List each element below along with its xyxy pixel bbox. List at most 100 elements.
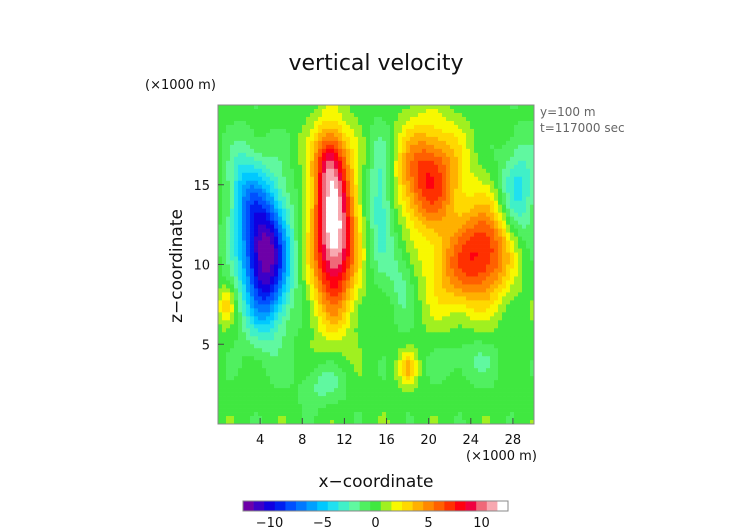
heatmap-cell: [466, 296, 471, 301]
heatmap-cell: [454, 112, 459, 118]
heatmap-cell: [422, 148, 427, 154]
heatmap-cell: [274, 244, 279, 249]
heatmap-cell: [498, 276, 503, 281]
heatmap-cell: [390, 144, 395, 150]
heatmap-cell: [366, 256, 371, 261]
heatmap-cell: [362, 320, 367, 325]
heatmap-cell: [398, 248, 403, 253]
heatmap-cell: [262, 324, 267, 329]
heatmap-cell: [338, 192, 343, 198]
heatmap-cell: [254, 332, 259, 337]
heatmap-cell: [510, 208, 515, 214]
heatmap-cell: [310, 292, 315, 297]
chart-title: vertical velocity: [288, 51, 463, 76]
heatmap-cell: [286, 228, 291, 233]
heatmap-cell: [218, 188, 223, 194]
heatmap-cell: [234, 240, 239, 245]
heatmap-cell: [394, 200, 399, 206]
heatmap-cell: [218, 228, 223, 233]
heatmap-cell: [402, 252, 407, 257]
heatmap-cell: [374, 196, 379, 202]
heatmap-cell: [406, 236, 411, 241]
heatmap-cell: [426, 156, 431, 162]
heatmap-cell: [294, 300, 299, 305]
heatmap-cell: [242, 300, 247, 305]
heatmap-cell: [526, 176, 531, 182]
heatmap-cell: [490, 200, 495, 206]
heatmap-cell: [318, 244, 323, 249]
heatmap-cell: [498, 160, 503, 166]
heatmap-cell: [338, 216, 343, 221]
heatmap-cell: [522, 324, 527, 329]
heatmap-cell: [346, 140, 351, 146]
heatmap-cell: [254, 216, 259, 221]
heatmap-cell: [414, 192, 419, 198]
heatmap-cell: [506, 312, 511, 317]
heatmap-cell: [298, 324, 303, 329]
heatmap-cell: [306, 344, 311, 349]
heatmap-cell: [302, 112, 307, 118]
heatmap-cell: [258, 316, 263, 321]
heatmap-cell: [310, 128, 315, 134]
heatmap-cell: [418, 228, 423, 233]
heatmap-cell: [234, 304, 239, 309]
heatmap-cell: [250, 148, 255, 154]
heatmap-cell: [242, 120, 247, 126]
heatmap-cell: [242, 272, 247, 277]
heatmap-cell: [502, 108, 507, 114]
heatmap-cell: [326, 332, 331, 337]
heatmap-cell: [254, 168, 259, 174]
heatmap-cell: [290, 276, 295, 281]
heatmap-cell: [426, 324, 431, 329]
heatmap-cell: [530, 244, 535, 249]
heatmap-cell: [442, 304, 447, 309]
heatmap-cell: [418, 344, 423, 349]
heatmap-cell: [446, 324, 451, 329]
heatmap-cell: [294, 252, 299, 257]
heatmap-cell: [354, 120, 359, 126]
heatmap-cell: [498, 264, 503, 269]
heatmap-cell: [254, 304, 259, 309]
heatmap-cell: [382, 228, 387, 233]
heatmap-cell: [354, 284, 359, 289]
heatmap-cell: [406, 284, 411, 289]
heatmap-cell: [506, 288, 511, 293]
heatmap-cell: [246, 152, 251, 158]
heatmap-cell: [422, 184, 427, 190]
heatmap-cell: [486, 228, 491, 233]
heatmap-cell: [354, 240, 359, 245]
heatmap-cell: [370, 340, 375, 345]
heatmap-cell: [422, 260, 427, 265]
heatmap-cell: [490, 236, 495, 241]
heatmap-cell: [366, 112, 371, 118]
heatmap-cell: [502, 304, 507, 309]
heatmap-cell: [498, 216, 503, 221]
heatmap-cell: [434, 332, 439, 337]
heatmap-cell: [262, 156, 267, 162]
heatmap-cell: [258, 200, 263, 206]
heatmap-cell: [458, 280, 463, 285]
heatmap-cell: [234, 168, 239, 174]
heatmap-cell: [410, 208, 415, 214]
y-axis-label: z−coordinate: [167, 209, 187, 323]
heatmap-cell: [334, 260, 339, 265]
heatmap-cell: [490, 204, 495, 210]
heatmap-cell: [530, 208, 535, 214]
heatmap-cell: [430, 292, 435, 297]
heatmap-cell: [422, 324, 427, 329]
heatmap-cell: [318, 320, 323, 325]
heatmap-cell: [310, 316, 315, 321]
heatmap-cell: [326, 160, 331, 166]
heatmap-cell: [374, 320, 379, 325]
heatmap-cell: [446, 180, 451, 186]
heatmap-cell: [218, 216, 223, 221]
heatmap-cell: [374, 268, 379, 273]
heatmap-cell: [518, 328, 523, 333]
heatmap-cell: [374, 184, 379, 190]
heatmap-cell: [474, 112, 479, 118]
heatmap-cell: [362, 105, 367, 110]
heatmap-cell: [334, 105, 339, 110]
heatmap-cell: [326, 112, 331, 118]
heatmap-cell: [334, 296, 339, 301]
heatmap-cell: [386, 172, 391, 178]
